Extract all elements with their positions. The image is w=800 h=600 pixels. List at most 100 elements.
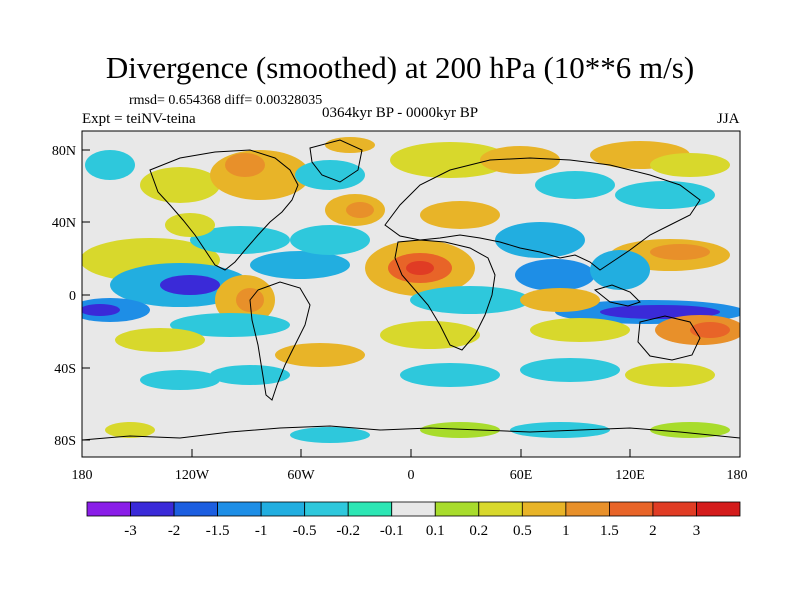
colorbar-swatch bbox=[304, 501, 349, 517]
field-blob bbox=[420, 422, 500, 438]
field-blob bbox=[530, 318, 630, 342]
field-blob bbox=[140, 167, 220, 203]
colorbar-label: 1 bbox=[562, 523, 570, 539]
coast-africa bbox=[394, 239, 496, 351]
period-label: 0364kyr BP - 0000kyr BP bbox=[322, 105, 479, 121]
field-blob bbox=[690, 322, 730, 338]
field-blob bbox=[225, 153, 265, 177]
field-blob bbox=[290, 427, 370, 443]
map-panel bbox=[82, 131, 740, 457]
y-tick-label: 80S bbox=[54, 434, 76, 449]
colorbar-label: 0.2 bbox=[469, 523, 488, 539]
colorbar-swatch bbox=[130, 501, 175, 517]
colorbar-label: -0.2 bbox=[336, 523, 360, 539]
x-tick-label: 180 bbox=[72, 468, 93, 483]
field-blob bbox=[250, 251, 350, 279]
coastlines bbox=[82, 139, 740, 441]
colorbar-swatch bbox=[652, 501, 697, 517]
x-tick-label: 120E bbox=[615, 468, 645, 483]
field-blob bbox=[190, 226, 290, 254]
field-blob bbox=[210, 365, 290, 385]
field-blob bbox=[515, 259, 595, 291]
y-tick-label: 40S bbox=[54, 362, 76, 377]
field-blob bbox=[615, 181, 715, 209]
colorbar-label: 0.1 bbox=[426, 523, 445, 539]
coast-north-america bbox=[149, 149, 299, 271]
coast-antarctica bbox=[82, 425, 740, 441]
y-tick-label: 40N bbox=[52, 216, 76, 231]
stats-label: rmsd= 0.654368 diff= 0.00328035 bbox=[129, 93, 323, 108]
colorbar-swatch bbox=[173, 501, 218, 517]
colorbar-label: 3 bbox=[693, 523, 701, 539]
colorbar-swatch bbox=[565, 501, 610, 517]
colorbar-label: -0.1 bbox=[380, 523, 404, 539]
field-blob bbox=[275, 343, 365, 367]
field-blob bbox=[82, 304, 120, 316]
field-blob bbox=[535, 171, 615, 199]
field-blob bbox=[650, 153, 730, 177]
colorbar-swatch bbox=[696, 501, 741, 517]
field-blob bbox=[520, 288, 600, 312]
colorbar-label: -0.5 bbox=[293, 523, 317, 539]
field-blob bbox=[85, 150, 135, 180]
field-blob bbox=[115, 328, 205, 352]
colorbar-swatch bbox=[391, 501, 436, 517]
colorbar bbox=[86, 501, 741, 517]
colorbar-label: -2 bbox=[168, 523, 181, 539]
colorbar-swatch bbox=[217, 501, 262, 517]
field-blob bbox=[390, 142, 510, 178]
colorbar-swatch bbox=[260, 501, 306, 517]
x-tick-label: 60E bbox=[510, 468, 533, 483]
field-blob bbox=[510, 422, 610, 438]
colorbar-label: 1.5 bbox=[600, 523, 619, 539]
field-blob bbox=[520, 358, 620, 382]
field-blob bbox=[590, 250, 650, 290]
field-blob bbox=[480, 146, 560, 174]
colorbar-label: 0.5 bbox=[513, 523, 532, 539]
field-blob bbox=[105, 422, 155, 438]
x-tick-label: 60W bbox=[287, 468, 315, 483]
field-blob bbox=[625, 363, 715, 387]
field-blob bbox=[400, 363, 500, 387]
field-blob bbox=[140, 370, 220, 390]
colorbar-labels: -3 -2 -1.5 -1 -0.5 -0.2 -0.1 0.1 0.2 0.5 1 1.5 2 3 bbox=[124, 523, 700, 539]
colorbar-label: -1.5 bbox=[206, 523, 230, 539]
field-blob bbox=[406, 261, 434, 275]
colorbar-swatch bbox=[347, 501, 393, 517]
map-title: Divergence (smoothed) at 200 hPa (10**6 … bbox=[105, 50, 695, 85]
coast-eurasia bbox=[384, 157, 701, 271]
x-tick-label: 120W bbox=[175, 468, 210, 483]
season-label: JJA bbox=[717, 111, 740, 127]
colorbar-label: -3 bbox=[124, 523, 137, 539]
y-tick-label: 80N bbox=[52, 144, 76, 159]
coast-south-america bbox=[249, 281, 311, 401]
field-blob bbox=[650, 422, 730, 438]
colorbar-label: 2 bbox=[649, 523, 657, 539]
field-blob bbox=[295, 160, 365, 190]
field-blob bbox=[165, 213, 215, 237]
y-tick-label: 0 bbox=[69, 289, 76, 304]
field-blob bbox=[170, 313, 290, 337]
y-axis: 80N 40N 0 40S 80S bbox=[52, 144, 90, 449]
field-blob bbox=[410, 286, 530, 314]
colorbar-swatch bbox=[434, 501, 480, 517]
field-blob bbox=[346, 202, 374, 218]
x-tick-label: 180 bbox=[727, 468, 748, 483]
field-blob bbox=[290, 225, 370, 255]
coast-indonesia bbox=[593, 284, 641, 307]
field-blob bbox=[495, 222, 585, 258]
colorbar-swatch bbox=[86, 501, 131, 517]
experiment-label: Expt = teiNV-teina bbox=[82, 111, 196, 127]
field-blob bbox=[650, 244, 710, 260]
field-blob bbox=[380, 321, 480, 349]
colorbar-label: -1 bbox=[255, 523, 268, 539]
colorbar-swatch bbox=[609, 501, 654, 517]
coast-greenland bbox=[309, 139, 363, 183]
field-blob bbox=[160, 275, 220, 295]
colorbar-swatch bbox=[521, 501, 567, 517]
x-tick-label: 0 bbox=[408, 468, 415, 483]
colorbar-swatch bbox=[478, 501, 523, 517]
coast-australia bbox=[637, 315, 701, 361]
x-axis: 180 120W 60W 0 60E 120E 180 bbox=[72, 449, 748, 483]
